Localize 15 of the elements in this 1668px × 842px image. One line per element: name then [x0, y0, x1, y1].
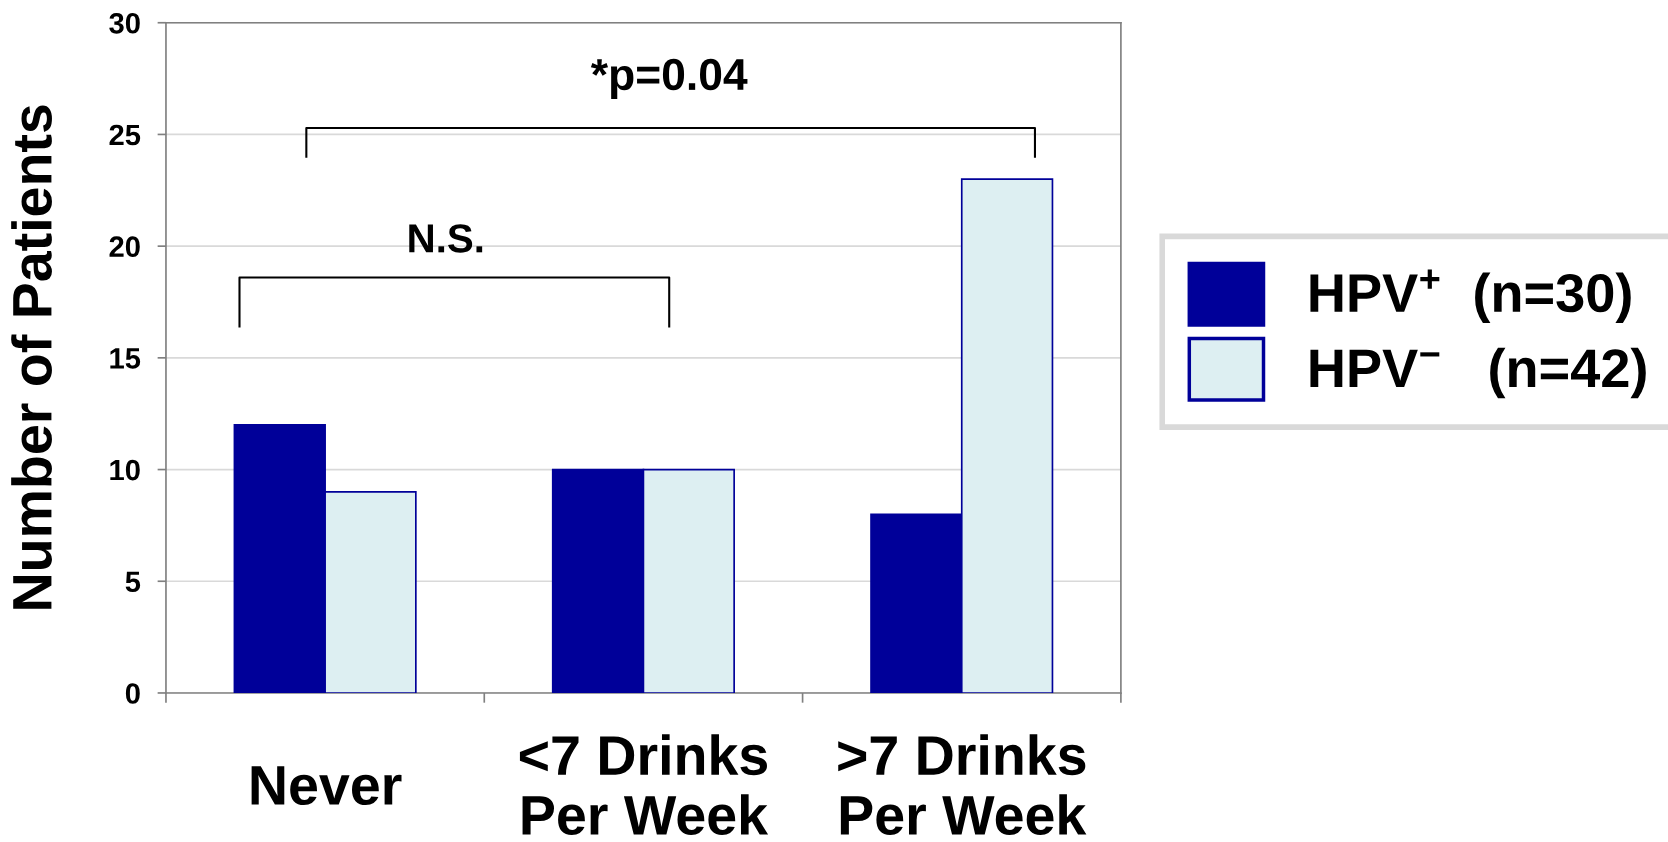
x-tick-label: <7 Drinks Per Week	[519, 734, 769, 836]
y-axis-title: Number of Patients	[11, 105, 52, 609]
y-tick-label: 10	[110, 459, 140, 481]
annotation: N.S.	[409, 224, 483, 253]
y-tick-label: 20	[109, 236, 140, 257]
text: HPV$^{−}$ (n=42)	[1310, 347, 1646, 399]
legend-label: HPV$^{+}$ (n=30)	[1310, 269, 1631, 323]
y-tick-label: 15	[110, 348, 141, 369]
y-tick-label: 0	[125, 683, 140, 704]
x-tick-label: Never	[251, 766, 402, 806]
x-tick-label: >7 Drinks Per Week	[838, 734, 1087, 836]
y-tick-label: 5	[125, 571, 141, 593]
y-tick-label: 25	[109, 124, 141, 146]
y-tick-label: 30	[109, 12, 140, 34]
annotation: *p=0.04	[590, 58, 748, 100]
